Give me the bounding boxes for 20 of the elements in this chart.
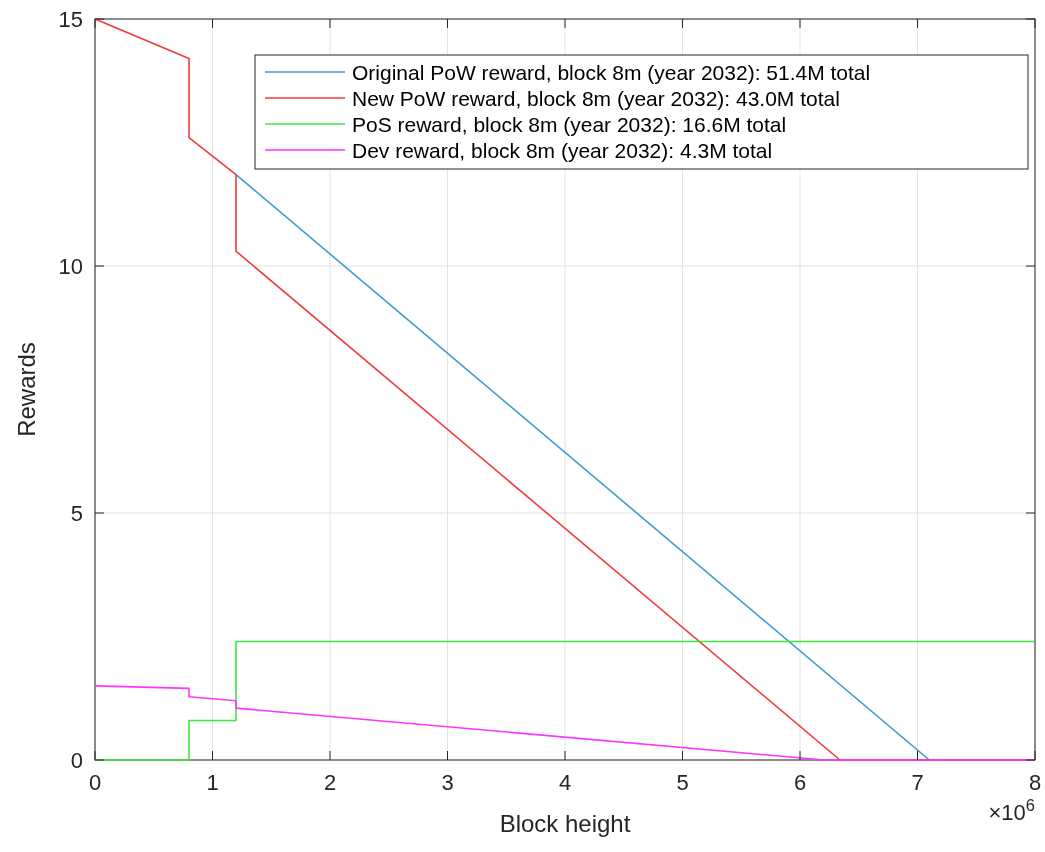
legend-label: Original PoW reward, block 8m (year 2032): 51.4M total [352, 61, 871, 84]
y-axis-title: Rewards [13, 342, 40, 437]
legend-label: New PoW reward, block 8m (year 2032): 43.0M total [352, 87, 840, 110]
x-tick-label: 5 [676, 770, 689, 795]
x-tick-label: 2 [323, 770, 337, 795]
x-tick-label: 3 [441, 770, 454, 795]
x-axis-title: Block height [499, 810, 631, 837]
x-tick-label: 6 [793, 770, 807, 795]
legend-label: Dev reward, block 8m (year 2032): 4.3M total [352, 139, 773, 162]
x-tick-label: 1 [206, 770, 219, 795]
y-tick-label: 5 [70, 501, 83, 526]
y-tick-label: 15 [58, 7, 83, 32]
text: ×10$^{6}$ [988, 796, 1035, 825]
x-tick-label: 0 [88, 770, 102, 795]
legend-label: PoS reward, block 8m (year 2032): 16.6M total [352, 113, 787, 136]
x-tick-label: 4 [558, 770, 572, 795]
y-tick-label: 0 [70, 748, 83, 773]
y-tick-label: 10 [58, 254, 83, 279]
x-tick-label: 7 [911, 770, 924, 795]
x-tick-label: 8 [1028, 770, 1042, 795]
